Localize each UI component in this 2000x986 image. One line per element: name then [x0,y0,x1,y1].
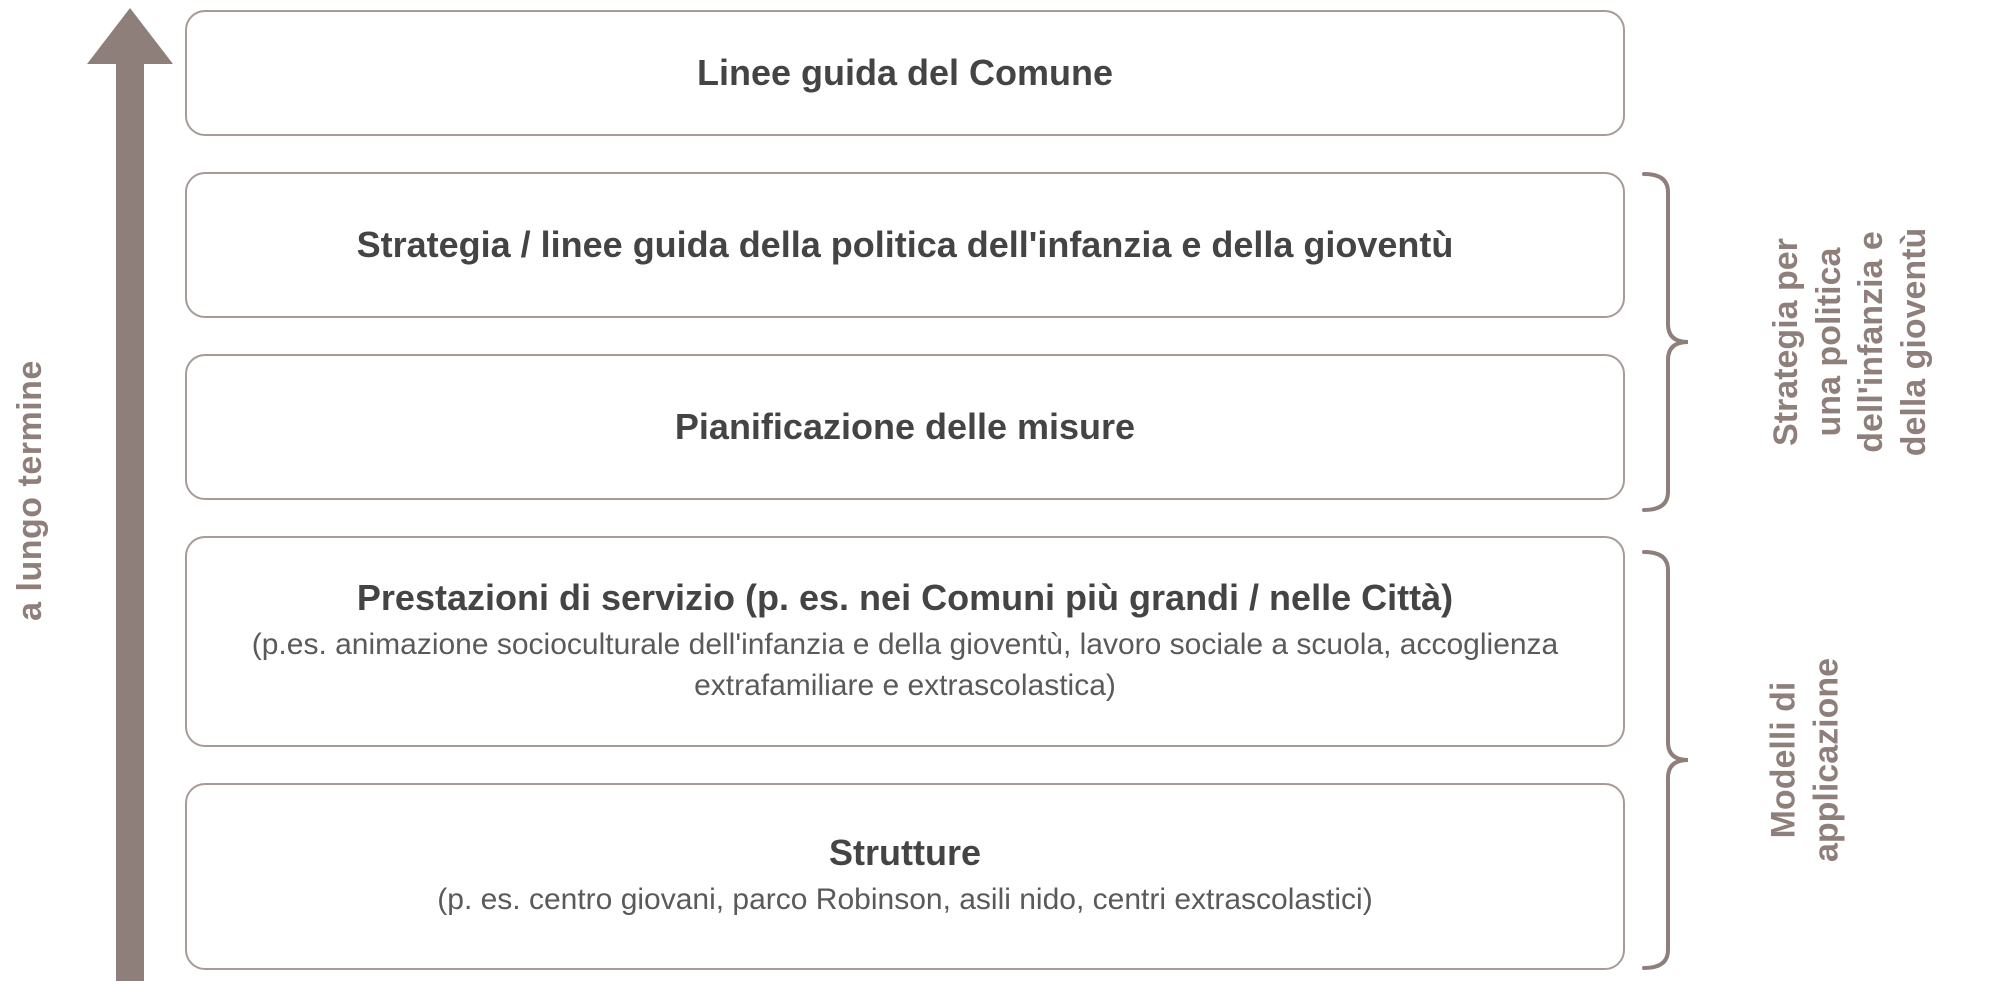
brace-icon [1640,550,1690,970]
bracket-label-line: Modelli di [1763,658,1806,862]
box-title: Pianificazione delle misure [675,406,1135,448]
bracket-label-line: applicazione [1805,658,1848,862]
bracket-label-line: della gioventù [1893,228,1936,457]
bracket-label-line: una politica [1808,228,1851,457]
diagram-box: Pianificazione delle misure [185,354,1625,500]
box-title: Linee guida del Comune [697,52,1113,94]
axis-label-container: a lungo termine [0,0,70,981]
bracket-label: Strategia peruna politicadell'infanzia e… [1765,228,1935,457]
bracket-label-line: dell'infanzia e [1850,228,1893,457]
box-title: Prestazioni di servizio (p. es. nei Comu… [357,577,1453,619]
axis-label: a lungo termine [11,360,50,621]
arrow-icon [85,0,175,981]
diagram-box: Strutture (p. es. centro giovani, parco R… [185,783,1625,970]
bracket-label: Modelli diapplicazione [1763,658,1848,862]
diagram-box: Prestazioni di servizio (p. es. nei Comu… [185,536,1625,747]
box-title: Strutture [829,832,981,874]
diagram-box: Strategia / linee guida della politica d… [185,172,1625,318]
diagram-root: a lungo termine Linee guida del Comune St… [0,0,2000,981]
bracket-label-line: Strategia per [1765,228,1808,457]
bracket-group: Modelli diapplicazione [1640,550,1690,970]
box-subtitle: (p.es. animazione socioculturale dell'in… [217,625,1593,706]
boxes-column: Linee guida del Comune Strategia / linee … [185,10,1625,970]
brace-icon [1640,172,1690,512]
box-subtitle: (p. es. centro giovani, parco Robinson, … [437,880,1372,921]
box-title: Strategia / linee guida della politica d… [357,224,1454,266]
diagram-box: Linee guida del Comune [185,10,1625,136]
bracket-group: Strategia peruna politicadell'infanzia e… [1640,172,1690,512]
